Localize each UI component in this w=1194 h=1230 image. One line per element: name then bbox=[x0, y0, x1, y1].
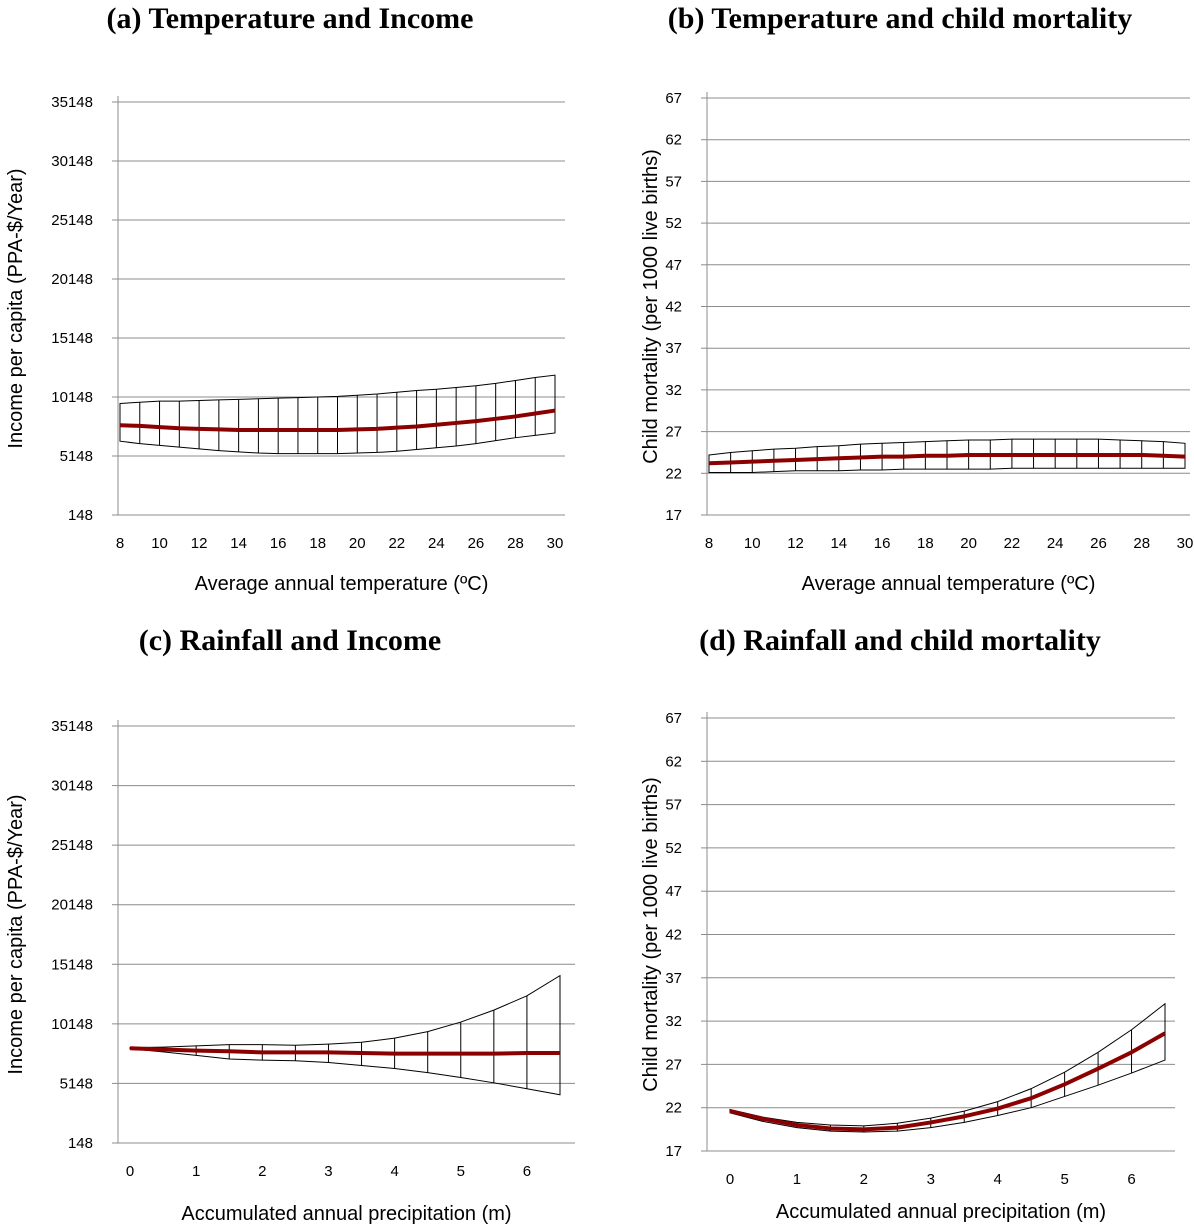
x-tick-label: 30 bbox=[547, 535, 564, 552]
x-tick-label: 1 bbox=[793, 1171, 801, 1188]
estimate-line bbox=[119, 408, 556, 433]
y-tick-label: 20148 bbox=[51, 897, 93, 914]
y-axis-label: Income per capita (PPA-$/Year) bbox=[5, 168, 27, 448]
x-tick-label: 20 bbox=[960, 535, 977, 552]
x-tick-label: 14 bbox=[230, 535, 247, 552]
y-tick-label: 37 bbox=[665, 340, 682, 357]
x-tick-label: 26 bbox=[1090, 535, 1107, 552]
y-tick-label: 5148 bbox=[60, 448, 93, 465]
y-tick-label: 62 bbox=[665, 132, 682, 149]
x-tick-label: 18 bbox=[917, 535, 934, 552]
x-tick-label: 2 bbox=[860, 1171, 868, 1188]
x-tick-label: 3 bbox=[324, 1163, 332, 1180]
estimate-line bbox=[729, 1031, 1166, 1132]
y-tick-label: 27 bbox=[665, 1056, 682, 1073]
x-tick-label: 24 bbox=[428, 535, 445, 552]
x-tick-label: 14 bbox=[830, 535, 847, 552]
y-tick-label: 47 bbox=[665, 257, 682, 274]
chart-rainfall-income: 148 5148 10148 15148 20148 25148 30148 35148 0 1 2… bbox=[5, 718, 575, 1225]
x-axis-label: Average annual temperature (ºC) bbox=[195, 573, 489, 595]
x-axis-label: Accumulated annual precipitation (m) bbox=[776, 1201, 1106, 1223]
x-tick-label: 0 bbox=[726, 1171, 734, 1188]
y-tick-label: 35148 bbox=[51, 94, 93, 111]
x-tick-label: 28 bbox=[1133, 535, 1150, 552]
x-tick-label: 8 bbox=[116, 535, 124, 552]
estimate-line bbox=[129, 1046, 560, 1056]
y-tick-label: 30148 bbox=[51, 778, 93, 795]
x-tick-label: 16 bbox=[270, 535, 287, 552]
y-tick-label: 57 bbox=[665, 797, 682, 814]
x-tick-label: 4 bbox=[994, 1171, 1002, 1188]
y-tick-label: 17 bbox=[665, 507, 682, 524]
y-tick-label: 37 bbox=[665, 970, 682, 987]
y-axis-label: Income per capita (PPA-$/Year) bbox=[5, 794, 27, 1074]
y-tick-label: 32 bbox=[665, 1013, 682, 1030]
y-tick-label: 62 bbox=[665, 753, 682, 770]
panel-b-title: (b) Temperature and child mortality bbox=[667, 2, 1133, 35]
y-tick-label: 22 bbox=[665, 465, 682, 482]
x-tick-label: 3 bbox=[927, 1171, 935, 1188]
x-axis-label: Accumulated annual precipitation (m) bbox=[181, 1203, 511, 1225]
y-tick-label: 10148 bbox=[51, 1016, 93, 1033]
chart-temperature-child-mortality: 17 22 27 32 37 42 47 52 57 62 67 8 10 12 14 16 18 20 22 24 2… bbox=[640, 90, 1194, 595]
chart-temperature-income: 148 5148 10148 15148 20148 25148 30148 35148 8 10… bbox=[5, 94, 565, 595]
y-tick-label: 148 bbox=[68, 1135, 93, 1152]
x-tick-label: 30 bbox=[1177, 535, 1194, 552]
x-tick-label: 22 bbox=[388, 535, 405, 552]
y-tick-label: 52 bbox=[665, 215, 682, 232]
y-tick-label: 22 bbox=[665, 1100, 682, 1117]
y-tick-label: 27 bbox=[665, 424, 682, 441]
y-tick-label: 47 bbox=[665, 883, 682, 900]
panel-d-title: (d) Rainfall and child mortality bbox=[699, 624, 1101, 657]
y-tick-label: 10148 bbox=[51, 389, 93, 406]
x-tick-label: 20 bbox=[349, 535, 366, 552]
x-tick-label: 26 bbox=[468, 535, 485, 552]
x-tick-label: 0 bbox=[126, 1163, 134, 1180]
y-tick-label: 57 bbox=[665, 173, 682, 190]
panel-c-title: (c) Rainfall and Income bbox=[138, 624, 442, 657]
x-tick-label: 5 bbox=[457, 1163, 465, 1180]
y-tick-label: 17 bbox=[665, 1143, 682, 1160]
x-tick-label: 18 bbox=[309, 535, 326, 552]
x-tick-label: 16 bbox=[874, 535, 891, 552]
x-axis-label: Average annual temperature (ºC) bbox=[802, 573, 1096, 595]
y-axis-label: Child mortality (per 1000 live births) bbox=[640, 149, 662, 464]
y-tick-label: 15148 bbox=[51, 330, 93, 347]
y-axis-label: Child mortality (per 1000 live births) bbox=[640, 777, 662, 1092]
y-tick-label: 42 bbox=[665, 927, 682, 944]
x-tick-label: 6 bbox=[523, 1163, 531, 1180]
y-tick-label: 52 bbox=[665, 840, 682, 857]
y-tick-label: 32 bbox=[665, 382, 682, 399]
y-tick-label: 35148 bbox=[51, 718, 93, 735]
y-tick-label: 20148 bbox=[51, 271, 93, 288]
x-tick-label: 2 bbox=[258, 1163, 266, 1180]
y-tick-label: 67 bbox=[665, 710, 682, 727]
x-tick-label: 12 bbox=[191, 535, 208, 552]
estimate-line bbox=[708, 452, 1186, 466]
panel-a-title: (a) Temperature and Income bbox=[106, 2, 474, 35]
y-tick-label: 15148 bbox=[51, 956, 93, 973]
y-tick-label: 67 bbox=[665, 90, 682, 107]
x-tick-label: 10 bbox=[744, 535, 761, 552]
y-tick-label: 148 bbox=[68, 507, 93, 524]
x-tick-label: 1 bbox=[192, 1163, 200, 1180]
y-tick-label: 25148 bbox=[51, 837, 93, 854]
x-tick-label: 4 bbox=[390, 1163, 398, 1180]
x-tick-label: 6 bbox=[1127, 1171, 1135, 1188]
x-tick-label: 10 bbox=[151, 535, 168, 552]
y-tick-label: 5148 bbox=[60, 1075, 93, 1092]
x-tick-label: 24 bbox=[1047, 535, 1064, 552]
x-tick-label: 28 bbox=[507, 535, 524, 552]
x-tick-label: 22 bbox=[1004, 535, 1021, 552]
y-tick-label: 42 bbox=[665, 299, 682, 316]
x-tick-label: 12 bbox=[787, 535, 804, 552]
y-tick-label: 25148 bbox=[51, 212, 93, 229]
x-tick-label: 8 bbox=[705, 535, 713, 552]
y-tick-label: 30148 bbox=[51, 153, 93, 170]
x-tick-label: 5 bbox=[1060, 1171, 1068, 1188]
